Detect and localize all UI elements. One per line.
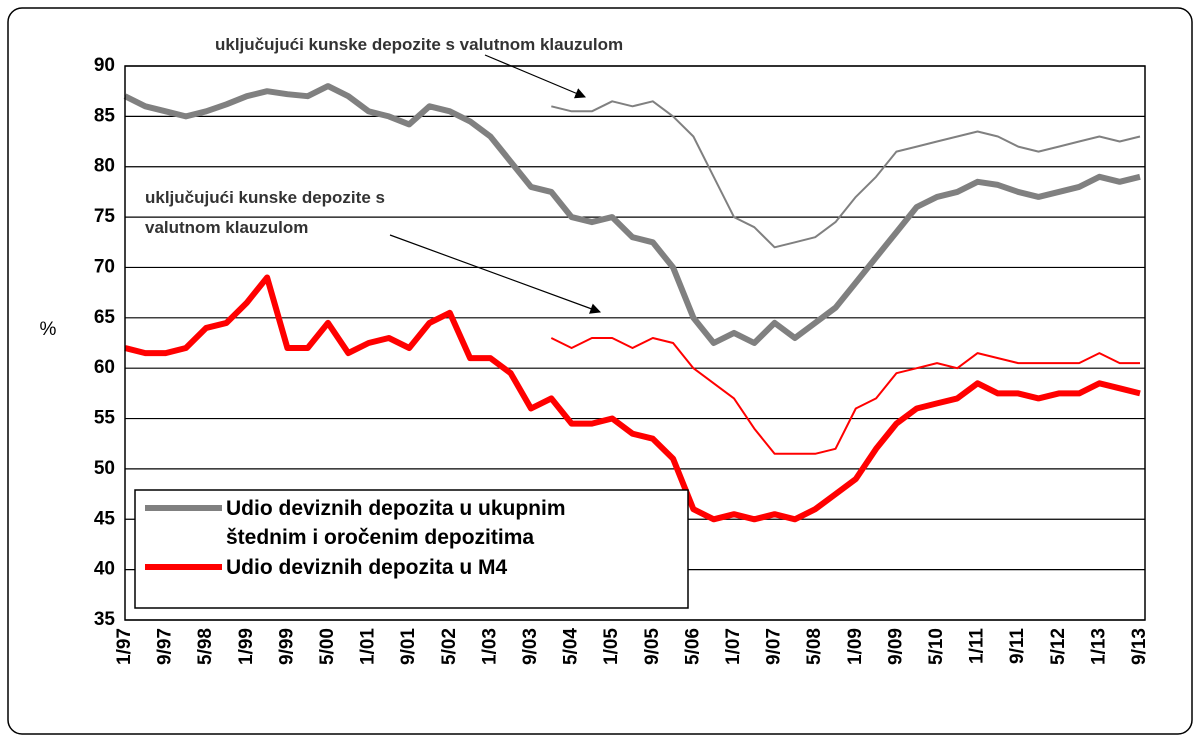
y-tick-label: 70 <box>94 256 115 277</box>
legend-label: Udio deviznih depozita u ukupnim štednim… <box>226 497 566 549</box>
legend <box>134 489 689 609</box>
y-tick-label: 80 <box>94 156 115 177</box>
annotation: uključujući kunske depozite s valutnom k… <box>215 35 624 54</box>
x-tick-label: 9/97 <box>155 628 176 665</box>
arrow <box>389 234 602 314</box>
x-tick-label: 9/01 <box>398 628 419 665</box>
x-tick-label: 9/07 <box>764 628 785 665</box>
x-tick-label: 9/05 <box>642 628 663 665</box>
y-tick-label: 50 <box>94 458 115 479</box>
y-tick-label: 45 <box>94 508 116 529</box>
x-tick-label: 5/04 <box>561 628 582 665</box>
x-tick-label: 9/13 <box>1129 628 1150 665</box>
y-axis-label: % <box>40 319 57 340</box>
x-tick-label: 5/02 <box>439 628 460 665</box>
legend-label: Udio deviznih depozita u M4 <box>226 556 508 579</box>
y-tick-label: 40 <box>94 559 115 580</box>
y-tick-label: 85 <box>94 105 116 126</box>
x-tick-label: 1/97 <box>114 628 135 665</box>
y-tick-label: 75 <box>94 206 116 227</box>
x-tick-label: 1/03 <box>479 628 500 665</box>
series-line <box>123 83 1141 346</box>
x-tick-label: 9/11 <box>1007 628 1028 664</box>
y-tick-label: 55 <box>94 408 116 429</box>
annotation: uključujući kunske depozite s valutnom k… <box>145 188 385 237</box>
series-line <box>550 337 1140 455</box>
y-tick-label: 60 <box>94 357 115 378</box>
y-tick-label: 35 <box>94 609 116 630</box>
series-line <box>124 274 1141 523</box>
x-tick-label: 5/12 <box>1048 628 1069 665</box>
y-tick-label: 90 <box>94 55 115 76</box>
x-tick-label: 5/06 <box>682 628 703 665</box>
x-tick-label: 1/07 <box>723 628 744 665</box>
y-tick-label: 65 <box>94 307 116 328</box>
x-tick-label: 1/01 <box>358 628 379 665</box>
x-tick-label: 5/08 <box>804 628 825 665</box>
x-tick-label: 9/09 <box>885 628 906 665</box>
x-tick-label: 5/10 <box>926 628 947 665</box>
series-line <box>551 100 1141 249</box>
x-tick-label: 1/05 <box>601 628 622 665</box>
x-tick-label: 1/13 <box>1088 628 1109 665</box>
plot-border <box>124 65 1146 621</box>
x-tick-label: 1/99 <box>236 628 257 665</box>
x-tick-label: 5/98 <box>195 628 216 665</box>
x-tick-label: 5/00 <box>317 628 338 665</box>
x-tick-label: 9/03 <box>520 628 541 665</box>
x-tick-label: 9/99 <box>276 628 297 665</box>
arrow <box>484 54 586 99</box>
x-tick-label: 1/09 <box>845 628 866 665</box>
frame <box>7 7 1193 735</box>
x-tick-label: 1/11 <box>967 628 988 664</box>
